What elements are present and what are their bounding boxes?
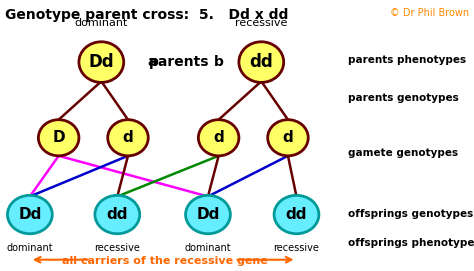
Ellipse shape (239, 42, 283, 82)
Text: recessive: recessive (94, 243, 140, 253)
Text: parents: parents (149, 55, 210, 69)
Text: dominant: dominant (7, 243, 53, 253)
Text: Dd: Dd (18, 207, 42, 222)
Text: recessive: recessive (273, 243, 319, 253)
Text: © Dr Phil Brown: © Dr Phil Brown (390, 8, 469, 18)
Text: Dd: Dd (89, 53, 114, 71)
Text: dd: dd (107, 207, 128, 222)
Text: dominant: dominant (74, 18, 128, 28)
Text: all carriers of the recessive gene: all carriers of the recessive gene (63, 256, 268, 266)
Ellipse shape (8, 195, 52, 234)
Ellipse shape (95, 195, 140, 234)
Ellipse shape (79, 42, 124, 82)
Text: offsprings genotypes: offsprings genotypes (348, 209, 473, 219)
Text: dd: dd (249, 53, 273, 71)
Text: b: b (214, 55, 224, 69)
Ellipse shape (274, 195, 319, 234)
Text: d: d (213, 130, 224, 145)
Ellipse shape (268, 120, 308, 156)
Text: a: a (147, 55, 157, 69)
Text: dd: dd (286, 207, 307, 222)
Ellipse shape (38, 120, 79, 156)
Text: d: d (283, 130, 293, 145)
Ellipse shape (108, 120, 148, 156)
Ellipse shape (198, 120, 239, 156)
Text: parents genotypes: parents genotypes (348, 93, 459, 102)
Text: dominant: dominant (185, 243, 231, 253)
Text: Genotype parent cross:  5.   Dd x dd: Genotype parent cross: 5. Dd x dd (5, 8, 288, 22)
Ellipse shape (185, 195, 230, 234)
Text: d: d (123, 130, 133, 145)
Text: gamete genotypes: gamete genotypes (348, 148, 458, 158)
Text: D: D (52, 130, 65, 145)
Text: offsprings phenotypes: offsprings phenotypes (348, 238, 474, 247)
Text: parents phenotypes: parents phenotypes (348, 55, 466, 64)
Text: recessive: recessive (235, 18, 287, 28)
Text: Dd: Dd (196, 207, 219, 222)
